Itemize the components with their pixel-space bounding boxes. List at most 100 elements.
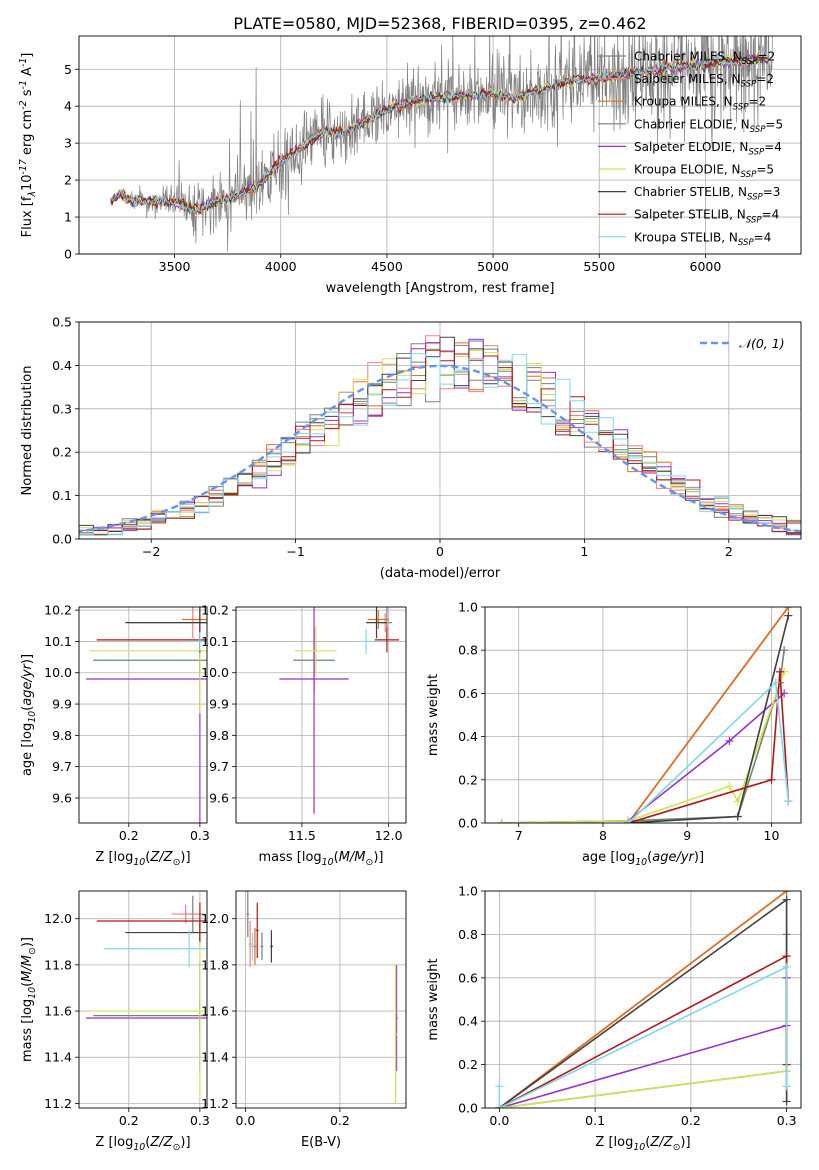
mass_vs_Z-grid bbox=[79, 891, 207, 1108]
mass_weight_vs_Z-marker bbox=[495, 1082, 504, 1091]
spectrum-legend-label: Chabrier STELIB, NSSP​=3 bbox=[634, 185, 780, 203]
mass_weight_vs_Z-marker bbox=[782, 895, 791, 904]
mass_weight_vs_age-ytick-label: 0.4 bbox=[458, 729, 478, 744]
mass_weight_vs_Z-marker bbox=[782, 891, 791, 895]
mass_weight_vs_age-ytick-label: 0.0 bbox=[458, 816, 478, 831]
age_vs_Z-ytick-label: 9.8 bbox=[52, 728, 72, 743]
residual_distribution-plot bbox=[79, 322, 801, 539]
residual_distribution-axes: −2 −1 0 1 2 0.0 0.1 0.2 0.3 0.4 0.5 (data-model)/er… bbox=[20, 315, 802, 581]
mass_vs_ebv-ytick-label: 12.0 bbox=[201, 911, 229, 926]
age_vs_mass-ytick-label: 9.8 bbox=[209, 728, 229, 743]
mass_vs_ebv-point bbox=[394, 964, 398, 1104]
mass_weight_vs_age-marker bbox=[767, 775, 776, 784]
spectrum-legend-label: Salpeter STELIB, NSSP​=4 bbox=[634, 208, 779, 226]
residual_distribution-xtick-label: 0 bbox=[436, 544, 444, 559]
mass_weight_vs_age-xtick-label: 7 bbox=[515, 828, 523, 843]
mass_vs_Z-plot bbox=[79, 891, 207, 1108]
mass_vs_ebv-point bbox=[246, 891, 250, 938]
mass_vs_ebv-xlabel: E(B-V) bbox=[301, 1135, 341, 1150]
age_vs_mass-xtick-label: 12.0 bbox=[375, 828, 403, 843]
residual_distribution-ytick-label: 0.4 bbox=[52, 358, 72, 373]
spectrum-legend: Chabrier MILES, NSSP​=2 Salpeter MILES, N… bbox=[598, 50, 783, 248]
mass_vs_ebv-xtick-label: 0.0 bbox=[235, 1113, 255, 1128]
mass_weight_vs_age-xtick-label: 9 bbox=[683, 828, 691, 843]
mass_vs_ebv-ytick-label: 11.6 bbox=[201, 1004, 229, 1019]
age_vs_mass-ytick-label: 9.7 bbox=[209, 759, 229, 774]
mass_weight_vs_age-marker bbox=[624, 819, 633, 823]
age_vs_mass-point bbox=[374, 627, 400, 653]
mass_weight_vs_age-marker bbox=[784, 607, 793, 611]
mass_weight_vs_age-grid bbox=[485, 607, 801, 823]
spectrum-ytick-label: 2 bbox=[64, 173, 72, 188]
spectrum-xtick-label: 3500 bbox=[159, 259, 191, 274]
mass_vs_Z-ytick-label: 12.0 bbox=[44, 911, 72, 926]
mass_vs_ebv-point bbox=[270, 930, 273, 963]
mass_weight_vs_age-series-line bbox=[627, 607, 790, 823]
age_vs_Z-frame bbox=[78, 606, 208, 824]
mass_weight_vs_Z-axes: 0.0 0.1 0.2 0.3 0.0 0.2 0.4 0.6 0.8 1.0 Z [log10​(… bbox=[426, 884, 802, 1153]
mass_vs_Z-point bbox=[103, 930, 207, 968]
mass_vs_ebv-frame bbox=[235, 890, 407, 1109]
mass_vs_ebv-plot bbox=[236, 891, 406, 1108]
gaussian-curve bbox=[79, 364, 801, 533]
age_vs_mass-plot bbox=[236, 607, 406, 823]
age_vs_Z-xtick-label: 0.2 bbox=[119, 828, 139, 843]
mass_vs_ebv-point bbox=[255, 902, 259, 958]
age_vs_Z-ytick-label: 9.9 bbox=[52, 697, 72, 712]
spectrum-plot bbox=[79, 36, 801, 254]
mass_weight_vs_Z-ytick-label: 0.4 bbox=[458, 1014, 478, 1029]
spectrum-ytick-label: 1 bbox=[64, 210, 72, 225]
age_vs_Z-point bbox=[185, 632, 207, 651]
mass_weight_vs_age-xtick-label: 10 bbox=[764, 828, 780, 843]
age_vs_Z-ytick-label: 10.1 bbox=[44, 634, 72, 649]
mass_weight_vs_age-ytick-label: 1.0 bbox=[458, 600, 478, 615]
gaussian-legend-label: 𝒩(0, 1) bbox=[739, 336, 785, 351]
mass_weight_vs_Z-ytick-label: 0.6 bbox=[458, 970, 478, 985]
age_vs_mass-ytick-label: 10.2 bbox=[201, 603, 229, 618]
spectrum-ytick-label: 0 bbox=[64, 247, 72, 262]
mass_vs_Z-ytick-label: 11.8 bbox=[44, 957, 72, 972]
mass_vs_ebv-ytick-label: 11.2 bbox=[201, 1096, 229, 1111]
mass_weight_vs_age-marker bbox=[771, 678, 780, 687]
histogram-step-line bbox=[79, 349, 801, 536]
mass_vs_ebv-point bbox=[248, 921, 252, 968]
spectrum-ytick-label: 4 bbox=[64, 99, 72, 114]
spectrum-model-line bbox=[110, 50, 769, 214]
age_vs_Z-ytick-label: 9.6 bbox=[52, 790, 72, 805]
residual_distribution-ytick-label: 0.2 bbox=[52, 445, 72, 460]
age_vs_mass-point bbox=[279, 607, 349, 814]
spectrum-xtick-label: 4000 bbox=[265, 259, 297, 274]
age_vs_mass-frame bbox=[235, 606, 407, 824]
mass_weight_vs_Z-plot bbox=[485, 891, 801, 1108]
mass_vs_ebv-grid bbox=[236, 891, 406, 1108]
age_vs_mass-ytick-label: 9.9 bbox=[209, 697, 229, 712]
spectrum-legend-label: Kroupa MILES, NSSP​=2 bbox=[634, 95, 766, 113]
spectrum-ytick-label: 3 bbox=[64, 136, 72, 151]
age_vs_mass-point bbox=[294, 625, 337, 676]
mass_weight_vs_Z-xtick-label: 0.0 bbox=[489, 1113, 509, 1128]
mass_weight_vs_age-marker bbox=[497, 819, 506, 823]
mass_weight_vs_Z-xtick-label: 0.3 bbox=[777, 1113, 797, 1128]
spectrum-xtick-label: 5500 bbox=[583, 259, 615, 274]
mass_vs_Z-point bbox=[171, 904, 200, 924]
residual_distribution-ytick-label: 0.1 bbox=[52, 488, 72, 503]
mass_weight_vs_Z-series-line bbox=[499, 977, 788, 1108]
age_vs_mass-xlabel: mass [log10​(M/M⊙​)] bbox=[258, 850, 383, 868]
mass_weight_vs_Z-ylabel: mass weight bbox=[426, 958, 441, 1040]
mass_vs_Z-frame bbox=[78, 890, 208, 1109]
mass_vs_ebv-xtick-label: 0.2 bbox=[330, 1113, 350, 1128]
age_vs_Z-xtick-label: 0.3 bbox=[190, 828, 210, 843]
mass_vs_ebv-ytick-label: 11.4 bbox=[201, 1050, 229, 1065]
spectrum-xtick-label: 4500 bbox=[371, 259, 403, 274]
mass_vs_Z-ytick-label: 11.6 bbox=[44, 1004, 72, 1019]
histogram-step-line bbox=[79, 353, 801, 536]
age_vs_mass-ytick-label: 10.1 bbox=[201, 634, 229, 649]
residual_distribution-xtick-label: −2 bbox=[142, 544, 160, 559]
mass_weight_vs_Z-series-line bbox=[499, 954, 788, 1108]
mass_weight_vs_age-xtick-label: 8 bbox=[599, 828, 607, 843]
age_vs_Z-xlabel: Z [log10​(Z/Z⊙​)] bbox=[95, 850, 190, 868]
mass_vs_Z-point bbox=[89, 923, 207, 1099]
mass_weight_vs_age-marker bbox=[733, 812, 742, 821]
mass_weight_vs_age-frame bbox=[484, 606, 802, 824]
mass_weight_vs_Z-xtick-label: 0.1 bbox=[585, 1113, 605, 1128]
